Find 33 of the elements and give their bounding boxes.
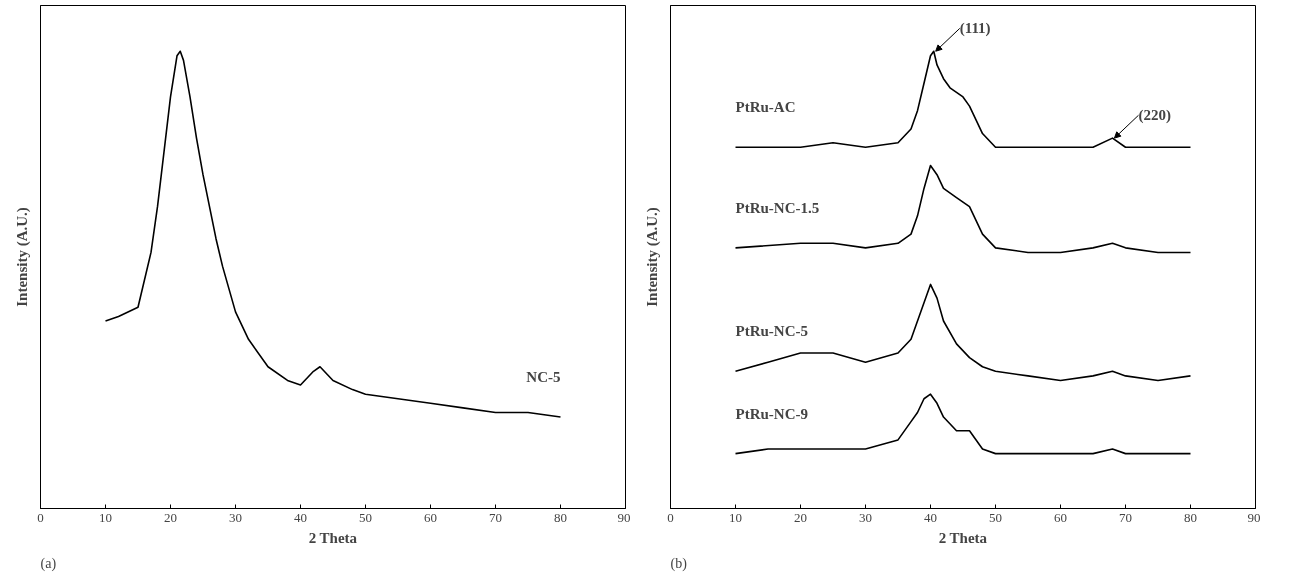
x-axis-title: 2 Theta [938, 529, 988, 546]
text: PtRu-AC [735, 99, 796, 116]
x-tick-label: 20 [164, 509, 177, 525]
x-tick-label: 80 [1184, 509, 1197, 525]
y-axis-title: Intensity (A.U.) [643, 207, 661, 307]
series-label: PtRu-NC-9 [735, 405, 808, 422]
x-tick-label: 30 [229, 509, 242, 525]
x-tick-label: 70 [489, 509, 502, 525]
x-tick-label: 40 [924, 509, 937, 525]
text: (a) [40, 555, 57, 572]
series-label: PtRu-NC-1.5 [735, 199, 820, 216]
x-tick-label: 70 [1119, 509, 1132, 525]
y-axis-title: Intensity (A.U.) [13, 207, 31, 307]
x-tick-label: 50 [359, 509, 372, 525]
x-tick-label: 10 [99, 509, 112, 525]
annotation: (220) [1138, 107, 1171, 125]
x-tick-label: 80 [554, 509, 567, 525]
x-tick-label: 30 [859, 509, 872, 525]
x-tick-label: 50 [989, 509, 1002, 525]
text: (b) [670, 555, 688, 572]
x-tick-label: 0 [667, 509, 674, 525]
x-tick-label: 0 [37, 509, 44, 525]
annotation: (111) [959, 20, 991, 38]
x-tick-label: 60 [1054, 509, 1067, 525]
x-tick-label: 10 [729, 509, 742, 525]
x-axis-title: 2 Theta [308, 529, 358, 546]
x-tick-label: 90 [617, 509, 631, 525]
x-tick-label: 40 [294, 509, 307, 525]
series-label: PtRu-NC-5 [735, 323, 808, 340]
x-tick-label: 20 [794, 509, 807, 525]
x-tick-label: 90 [1247, 509, 1261, 525]
x-tick-label: 60 [424, 509, 437, 525]
series-label: NC-5 [526, 369, 561, 386]
